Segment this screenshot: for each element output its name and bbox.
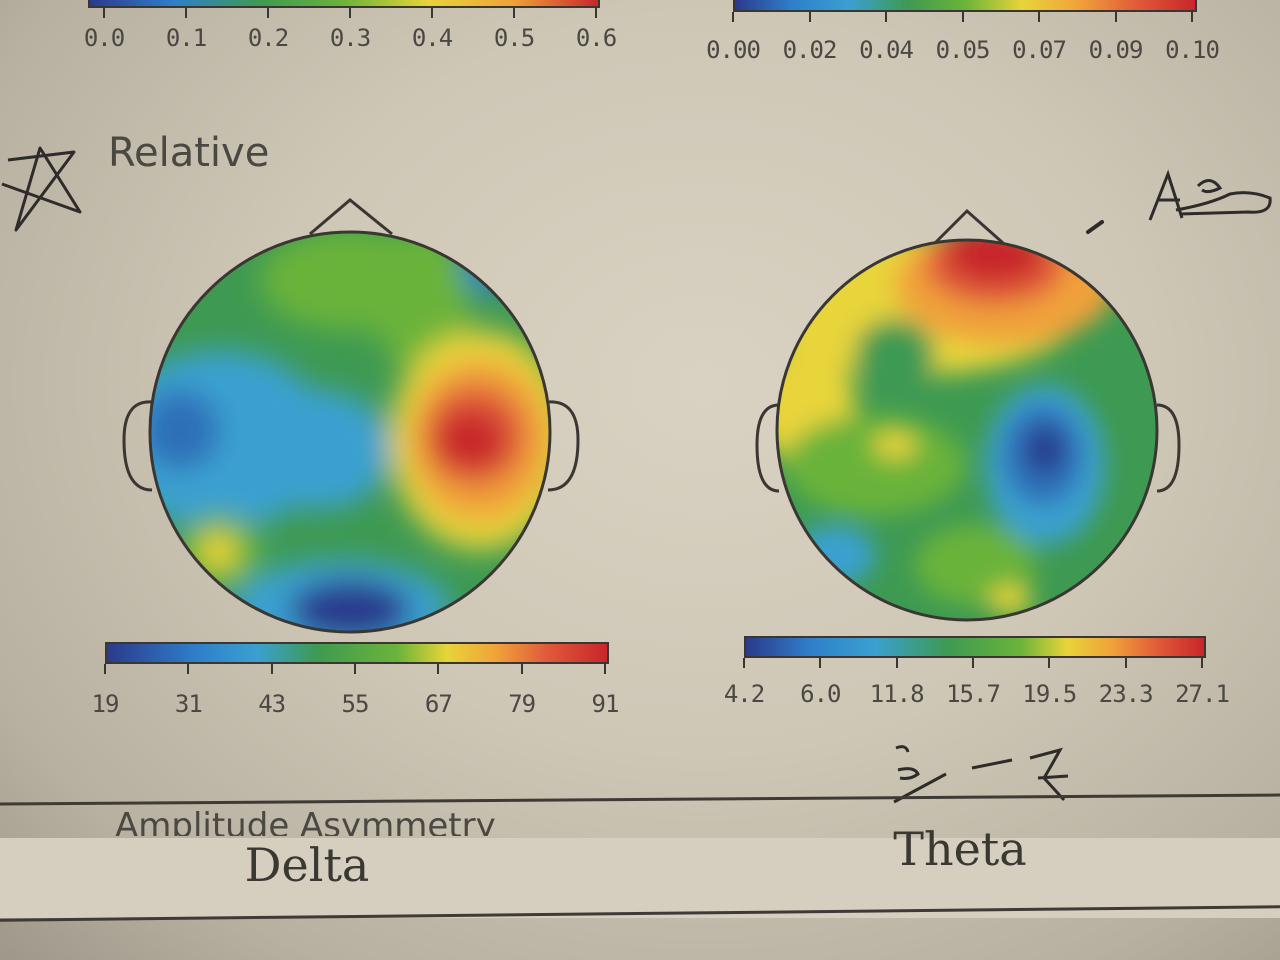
colorbar-tick-label: 0.3	[329, 24, 371, 52]
colorbar-tick-label: 4.2	[723, 680, 765, 708]
colorbar-tick-label: 19.5	[1022, 680, 1077, 708]
colorbar-tick-label: 0.05	[935, 36, 991, 64]
colorbar-tick-label: 6.0	[800, 680, 841, 708]
theta-colorbar	[744, 636, 1206, 658]
colorbar-tick-mark	[103, 8, 105, 18]
theta-band-title: Theta	[893, 822, 1027, 876]
colorbar-tick-mark	[354, 664, 356, 674]
colorbar-tick-mark	[270, 664, 273, 674]
colorbar-tick-label: 0.09	[1088, 36, 1144, 64]
colorbar-tick-label: 0.07	[1012, 36, 1067, 64]
colorbar-tick-mark	[961, 12, 964, 22]
left-ear-icon	[122, 400, 153, 492]
next-section-title: Amplitude Asymmetry	[115, 806, 496, 836]
right-ear-icon	[1156, 403, 1181, 493]
colorbar-tick-label: 0.10	[1165, 36, 1220, 64]
colorbar-tick-label: 55	[341, 690, 370, 718]
colorbar-tick-label: 91	[591, 690, 620, 718]
theta-topomap	[755, 208, 1181, 622]
colorbar-tick-label: 0.02	[782, 36, 838, 64]
colorbar-tick-label: 0.0	[83, 24, 125, 52]
colorbar-tick-mark	[1114, 12, 1117, 22]
colorbar-tick-mark	[104, 664, 106, 674]
colorbar-tick-mark	[267, 8, 269, 18]
colorbar-tick-mark	[349, 8, 351, 18]
colorbar-tick-mark	[187, 664, 190, 674]
delta-topomap	[122, 198, 580, 634]
nose-icon	[933, 208, 1004, 245]
colorbar-tick-mark	[437, 664, 440, 674]
colorbar-tick-mark	[431, 8, 433, 18]
top-left-colorbar	[88, 0, 600, 8]
colorbar-tick-mark	[972, 658, 974, 668]
colorbar-tick-label: 31	[174, 690, 203, 718]
colorbar-tick-label: 27.1	[1175, 680, 1230, 708]
left-ear-icon	[755, 403, 780, 493]
colorbar-tick-mark	[819, 658, 822, 668]
colorbar-tick-mark	[520, 664, 523, 674]
colorbar-tick-mark	[885, 12, 887, 22]
colorbar-tick-mark	[1191, 12, 1193, 22]
colorbar-tick-mark	[732, 12, 734, 22]
handwritten-note-icon	[1086, 169, 1272, 234]
section-rule	[0, 793, 1280, 806]
colorbar-tick-mark	[1124, 658, 1127, 668]
colorbar-tick-mark	[1048, 658, 1051, 668]
handwritten-star-icon	[1, 146, 82, 232]
colorbar-tick-label: 11.8	[869, 680, 925, 708]
colorbar-tick-mark	[895, 658, 898, 668]
section-title: Relative	[108, 130, 270, 176]
handwritten-mark-icon	[893, 745, 1069, 804]
colorbar-tick-label: 23.3	[1098, 680, 1154, 708]
colorbar-tick-label: 0.04	[859, 36, 914, 64]
top-right-colorbar	[733, 0, 1197, 12]
colorbar-tick-mark	[1038, 12, 1040, 22]
delta-colorbar	[105, 642, 609, 664]
colorbar-tick-mark	[513, 8, 515, 18]
colorbar-tick-label: 0.1	[165, 24, 207, 52]
colorbar-tick-label: 19	[91, 690, 120, 718]
colorbar-tick-label: 43	[258, 690, 286, 718]
colorbar-tick-label: 0.2	[247, 24, 289, 52]
colorbar-tick-label: 67	[424, 690, 453, 718]
colorbar-tick-mark	[185, 8, 187, 18]
colorbar-tick-label: 0.6	[575, 24, 617, 52]
colorbar-tick-mark	[595, 8, 597, 18]
colorbar-tick-mark	[1201, 658, 1203, 668]
right-ear-icon	[547, 400, 580, 492]
band-label-strip	[0, 838, 1280, 918]
colorbar-tick-label: 0.4	[411, 24, 453, 52]
delta-band-title: Delta	[244, 838, 370, 892]
colorbar-tick-mark	[743, 658, 745, 668]
colorbar-tick-label: 0.5	[493, 24, 535, 52]
colorbar-tick-mark	[808, 12, 811, 22]
colorbar-tick-label: 15.7	[946, 680, 1001, 708]
colorbar-tick-label: 79	[508, 690, 536, 718]
nose-icon	[309, 198, 393, 236]
colorbar-tick-label: 0.00	[706, 36, 761, 64]
colorbar-tick-mark	[604, 664, 606, 674]
